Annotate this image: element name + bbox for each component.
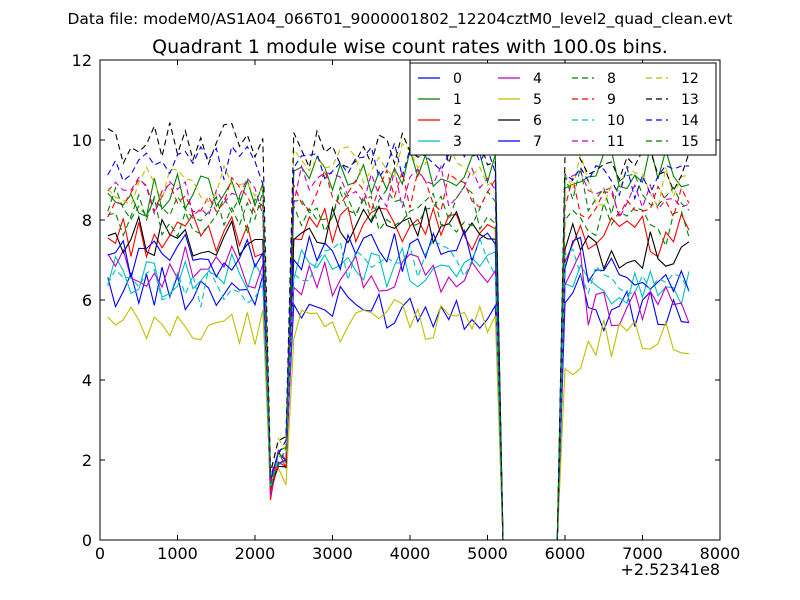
x-tick-label: 8000 — [700, 544, 741, 563]
legend-label: 11 — [607, 134, 625, 150]
series-line-14 — [107, 137, 690, 541]
x-tick-label: 6000 — [545, 544, 586, 563]
series-line-8 — [107, 190, 690, 541]
series-line-12 — [107, 141, 690, 541]
legend-label: 2 — [453, 113, 462, 129]
y-tick-label: 8 — [82, 211, 92, 230]
y-tick-label: 2 — [82, 451, 92, 470]
y-tick-label: 10 — [72, 131, 92, 150]
legend-label: 0 — [453, 71, 462, 87]
y-tick-label: 12 — [72, 51, 92, 70]
series-line-3 — [107, 246, 690, 541]
legend-label: 5 — [533, 92, 542, 108]
series-line-0 — [107, 267, 690, 541]
x-offset-label: +2.52341e8 — [620, 560, 720, 579]
x-tick-label: 3000 — [312, 544, 353, 563]
chart-title: Quadrant 1 module wise count rates with … — [152, 36, 668, 58]
legend-label: 4 — [533, 71, 542, 87]
legend-label: 12 — [681, 71, 699, 87]
x-tick-label: 7000 — [622, 544, 663, 563]
ticks-layer: 0 1000 2000 3000 4000 5000 6000 7000 80000246810… — [72, 51, 741, 563]
series-line-4 — [107, 244, 690, 541]
series-line-9 — [107, 168, 690, 541]
series-line-1 — [107, 146, 690, 541]
series-line-6 — [107, 205, 690, 541]
legend-box — [409, 62, 717, 156]
x-tick-label: 5000 — [467, 544, 508, 563]
series-layer — [107, 122, 690, 541]
x-tick-label: 1000 — [157, 544, 198, 563]
legend-label: 8 — [607, 71, 616, 87]
x-tick-label: 4000 — [390, 544, 431, 563]
y-tick-label: 6 — [82, 291, 92, 310]
series-line-2 — [107, 206, 690, 541]
series-line-11 — [107, 164, 690, 541]
legend-label: 7 — [533, 134, 542, 150]
x-tick-label: 0 — [95, 544, 105, 563]
y-tick-label: 0 — [82, 531, 92, 550]
legend-label: 10 — [607, 113, 625, 129]
legend-label: 15 — [681, 134, 699, 150]
chart-suptitle: Data file: modeM0/AS1A04_066T01_90000018… — [67, 10, 732, 29]
legend-label: 13 — [681, 92, 699, 108]
y-tick-label: 4 — [82, 371, 92, 390]
legend-label: 9 — [607, 92, 616, 108]
legend-label: 1 — [453, 92, 462, 108]
series-line-10 — [107, 236, 690, 541]
legend-label: 14 — [681, 113, 699, 129]
series-line-5 — [107, 298, 690, 541]
legend-label: 3 — [453, 134, 462, 150]
series-line-7 — [107, 228, 690, 541]
legend-label: 6 — [533, 113, 542, 129]
series-line-15 — [107, 167, 690, 541]
x-tick-label: 2000 — [235, 544, 276, 563]
